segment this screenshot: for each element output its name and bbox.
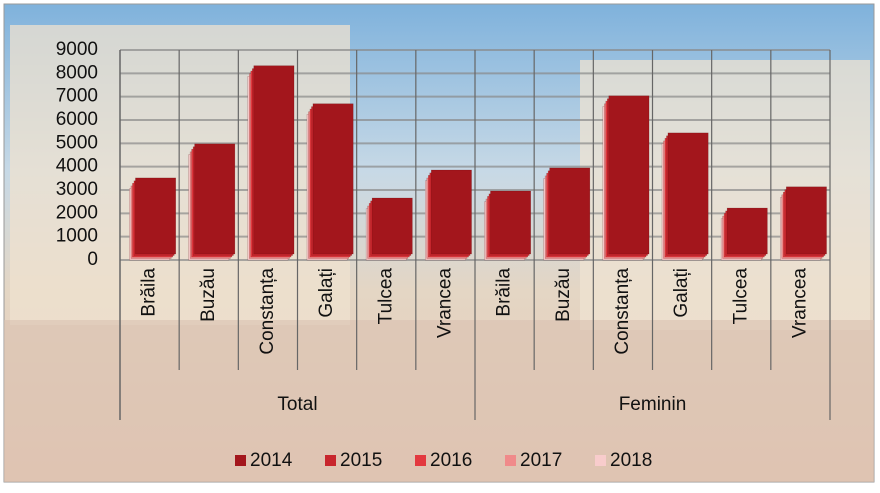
bar — [727, 208, 767, 254]
x-tick-label: Tulcea — [375, 268, 396, 325]
bar — [550, 168, 590, 254]
y-tick-label: 4000 — [56, 156, 98, 177]
x-tick-label: Constanța — [612, 268, 633, 355]
y-tick-label: 5000 — [56, 132, 98, 153]
y-tick-label: 7000 — [56, 86, 98, 107]
x-tick-label: Buzău — [553, 268, 574, 322]
bar — [490, 191, 530, 254]
bar — [135, 178, 175, 254]
legend-label: 2015 — [340, 450, 382, 471]
legend-swatch — [235, 455, 246, 466]
x-tick-label: Buzău — [198, 268, 219, 322]
y-tick-label: 3000 — [56, 179, 98, 200]
x-tick-label: Vrancea — [434, 268, 455, 338]
x-tick-label: Galați — [671, 268, 692, 318]
x-tick-label: Brăila — [139, 268, 160, 317]
legend-label: 2018 — [610, 450, 652, 471]
bar — [254, 66, 294, 254]
y-tick-label: 9000 — [56, 39, 98, 60]
legend-swatch — [505, 455, 516, 466]
y-tick-label: 2000 — [56, 202, 98, 223]
legend-label: 2014 — [250, 450, 293, 471]
x-tick-label: Vrancea — [789, 268, 810, 338]
y-tick-label: 8000 — [56, 62, 98, 83]
y-tick-label: 1000 — [56, 226, 98, 247]
group-label: Feminin — [619, 394, 687, 415]
y-tick-label: 6000 — [56, 109, 98, 130]
x-tick-label: Brăila — [494, 268, 515, 317]
x-tick-label: Constanța — [257, 268, 278, 355]
y-tick-label: 0 — [87, 249, 98, 270]
legend-label: 2017 — [520, 450, 562, 471]
bar — [313, 104, 353, 254]
legend-swatch — [415, 455, 426, 466]
bar — [431, 170, 471, 254]
legend-label: 2016 — [430, 450, 472, 471]
bar — [609, 96, 649, 254]
chart: 01000 200030004000 500060007000 80009000 Bră… — [0, 0, 880, 488]
x-tick-label: Tulcea — [730, 268, 751, 325]
group-label: Total — [277, 394, 317, 415]
bar — [786, 187, 826, 254]
bar — [195, 144, 235, 254]
legend-swatch — [325, 455, 336, 466]
bar — [668, 133, 708, 254]
legend-swatch — [595, 455, 606, 466]
bar — [372, 198, 412, 254]
x-tick-label: Galați — [316, 268, 337, 318]
